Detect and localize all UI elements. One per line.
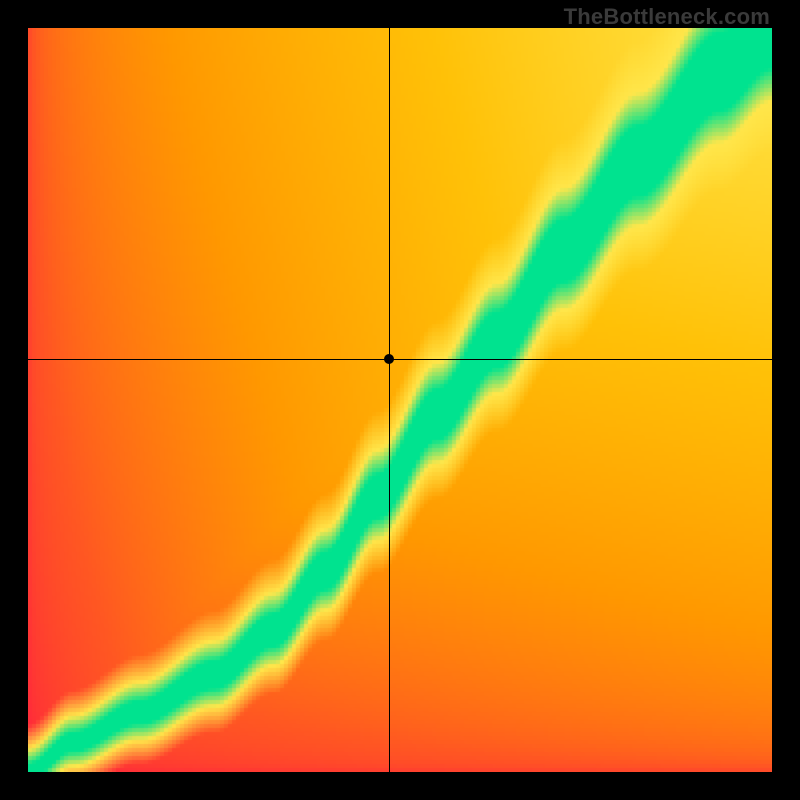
plot-area — [28, 28, 772, 772]
crosshair-horizontal — [28, 359, 772, 360]
marker-dot — [384, 354, 394, 364]
crosshair-vertical — [389, 28, 390, 772]
watermark-text: TheBottleneck.com — [564, 4, 770, 30]
heatmap-canvas — [28, 28, 772, 772]
